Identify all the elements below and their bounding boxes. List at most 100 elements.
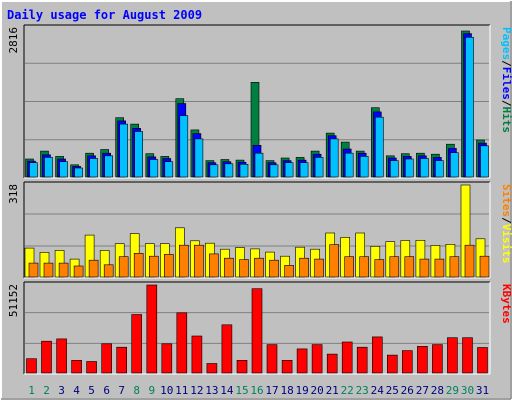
x-tick-label-day-9: 9 (148, 384, 155, 397)
bar-pages-day-1 (29, 162, 38, 178)
bar-pages-day-21 (329, 138, 339, 178)
bar-pages-day-25 (389, 160, 399, 178)
bar-pages-day-31 (480, 145, 489, 178)
bar-pages-day-15 (239, 164, 249, 178)
bar-pages-day-18 (284, 162, 294, 178)
side-label-separator: / (500, 217, 512, 224)
x-tick-label-day-12: 12 (190, 384, 203, 397)
bar-sites-day-17 (269, 259, 279, 278)
bar-pages-day-20 (314, 157, 324, 178)
bar-sites-day-30 (464, 244, 475, 278)
bar-pages-day-9 (149, 159, 159, 178)
bar-sites-day-23 (359, 256, 370, 278)
bar-kbytes-day-8 (131, 314, 142, 374)
chart-title: Daily usage for August 2009 (7, 8, 202, 22)
bar-pages-day-11 (179, 115, 189, 178)
side-label: Sites/Visits (500, 184, 512, 264)
panel-3: 51152 KBytes (7, 281, 512, 375)
bar-pages-day-17 (269, 164, 279, 178)
bar-kbytes-day-13 (206, 363, 218, 374)
bar-kbytes-day-5 (86, 361, 97, 374)
side-label: KBytes (500, 284, 512, 324)
side-label-sites: Sites (500, 184, 512, 217)
bar-kbytes-day-19 (296, 348, 308, 374)
bar-sites-day-15 (239, 259, 249, 278)
bar-kbytes-day-16 (251, 288, 263, 374)
side-label-separator: / (500, 100, 512, 107)
bar-kbytes-day-10 (161, 343, 173, 374)
bar-sites-day-19 (299, 257, 309, 278)
bar-kbytes-day-31 (477, 347, 488, 374)
side-label-files: Files (500, 67, 512, 100)
x-tick-label-day-13: 13 (205, 384, 218, 397)
bar-sites-day-24 (374, 259, 385, 278)
x-tick-label-day-22: 22 (341, 384, 354, 397)
x-tick-label-day-21: 21 (326, 384, 339, 397)
bar-sites-day-12 (194, 244, 204, 278)
bar-sites-day-21 (329, 244, 340, 278)
bar-pages-day-19 (299, 162, 309, 178)
bar-sites-day-26 (404, 256, 415, 278)
ymax-label: 318 (7, 184, 20, 204)
bar-sites-day-1 (28, 262, 39, 278)
bar-kbytes-day-21 (326, 353, 338, 374)
bar-pages-day-30 (465, 36, 474, 178)
bar-kbytes-day-28 (432, 344, 443, 374)
bar-sites-day-7 (118, 256, 129, 278)
bar-kbytes-day-26 (401, 350, 413, 374)
bar-pages-day-23 (359, 156, 369, 178)
bar-pages-day-5 (89, 158, 98, 178)
bar-pages-day-10 (164, 161, 174, 178)
side-label-visits: Visits (500, 224, 512, 264)
x-tick-label-day-20: 20 (310, 384, 323, 397)
side-label-separator: / (500, 60, 512, 67)
x-tick-label-day-25: 25 (386, 384, 399, 397)
bar-kbytes-day-15 (236, 359, 248, 374)
x-tick-label-day-30: 30 (461, 384, 474, 397)
bar-sites-day-28 (434, 258, 445, 278)
bar-pages-day-4 (74, 167, 83, 178)
bar-kbytes-day-24 (371, 336, 383, 374)
x-tick-label-day-15: 15 (235, 384, 248, 397)
bar-pages-day-6 (104, 155, 113, 178)
bar-kbytes-day-3 (56, 338, 67, 374)
bar-kbytes-day-22 (341, 341, 353, 374)
bar-sites-day-4 (73, 265, 84, 278)
ymax-label: 51152 (7, 284, 20, 317)
bar-sites-day-25 (389, 256, 400, 278)
bar-sites-day-14 (224, 257, 234, 278)
bar-pages-day-13 (209, 164, 219, 178)
bar-sites-day-13 (209, 253, 219, 278)
bar-kbytes-day-18 (281, 359, 293, 374)
bar-pages-day-3 (59, 161, 68, 178)
bar-sites-day-8 (133, 253, 144, 278)
x-tick-label-day-10: 10 (160, 384, 173, 397)
x-tick-label-day-11: 11 (175, 384, 188, 397)
bar-sites-day-3 (58, 262, 69, 278)
side-label-kbytes: KBytes (500, 284, 512, 324)
bar-kbytes-day-11 (176, 312, 188, 374)
bar-kbytes-day-25 (386, 354, 398, 374)
bar-kbytes-day-17 (266, 344, 278, 374)
x-tick-label-day-26: 26 (401, 384, 414, 397)
bar-kbytes-day-27 (417, 345, 428, 374)
side-label: Pages/Files/Hits (500, 27, 512, 133)
bar-sites-day-9 (149, 255, 159, 278)
x-tick-label-day-1: 1 (28, 384, 35, 397)
bar-pages-day-26 (404, 158, 414, 178)
bar-kbytes-day-20 (311, 344, 323, 374)
bar-sites-day-2 (43, 262, 54, 278)
bar-kbytes-day-9 (146, 284, 158, 374)
x-tick-label-day-29: 29 (446, 384, 459, 397)
bar-sites-day-5 (88, 259, 99, 278)
x-tick-label-day-28: 28 (431, 384, 444, 397)
panel-2: 318 Sites/Visits (7, 181, 512, 279)
bar-sites-day-31 (479, 255, 490, 278)
x-tick-label-day-27: 27 (416, 384, 429, 397)
bar-pages-day-8 (134, 131, 143, 178)
bar-kbytes-day-6 (101, 343, 112, 374)
x-tick-label-day-17: 17 (265, 384, 278, 397)
x-tick-label-day-18: 18 (280, 384, 293, 397)
bar-sites-day-11 (179, 244, 189, 278)
